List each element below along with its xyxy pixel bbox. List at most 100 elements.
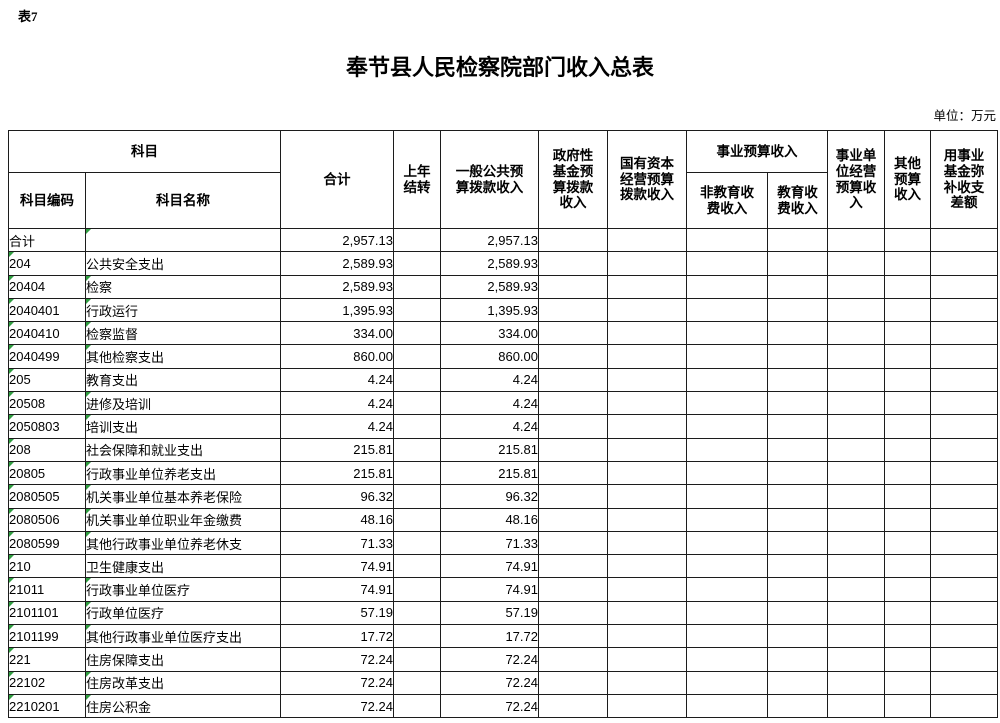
table-body: 合计 2,957.13 2,957.13 204 公共安全支出 2,589.93… — [8, 227, 998, 719]
state-capital-budget-cell — [607, 391, 687, 416]
total-cell: 96.32 — [280, 484, 394, 509]
text-format-marker-icon — [9, 555, 14, 561]
subject-name-text: 行政单位医疗 — [86, 606, 165, 622]
fund-balance-cell — [930, 577, 998, 602]
gov-fund-budget-cell — [538, 624, 608, 649]
carryover-cell — [393, 577, 441, 602]
subject-code-cell: 2050803 — [8, 414, 86, 439]
gov-fund-budget-cell — [538, 484, 608, 509]
subject-name-text: 行政事业单位医疗 — [86, 583, 191, 599]
table-row: 20805 行政事业单位养老支出 215.81 215.81 — [8, 460, 998, 486]
edu-fee-cell — [767, 414, 828, 439]
general-public-budget-cell: 215.81 — [440, 437, 539, 462]
text-format-marker-icon — [86, 415, 91, 421]
other-budget-cell — [884, 577, 931, 602]
non-edu-fee-cell — [686, 693, 768, 719]
carryover-cell — [393, 321, 441, 346]
subject-name-text: 社会保障和就业支出 — [86, 443, 204, 459]
business-operation-budget-cell — [827, 507, 885, 532]
total-cell: 72.24 — [280, 670, 394, 695]
business-operation-budget-cell — [827, 693, 885, 719]
non-edu-fee-cell — [686, 227, 768, 253]
subject-code-text: 合计 — [9, 233, 36, 249]
subject-name-cell: 机关事业单位职业年金缴费 — [85, 507, 281, 532]
carryover-cell — [393, 274, 441, 299]
edu-fee-cell — [767, 251, 828, 276]
unit-note: 单位：万元 — [933, 109, 996, 123]
general-public-budget-cell: 2,957.13 — [440, 227, 539, 253]
subject-code-cell: 2040410 — [8, 321, 86, 346]
business-operation-budget-cell — [827, 577, 885, 602]
state-capital-budget-cell — [607, 647, 687, 672]
subject-name-cell: 卫生健康支出 — [85, 554, 281, 579]
non-edu-fee-cell — [686, 530, 768, 556]
non-edu-fee-cell — [686, 624, 768, 649]
table-row: 2101101 行政单位医疗 57.19 57.19 — [8, 600, 998, 626]
text-format-marker-icon — [9, 439, 14, 444]
subject-name-text: 机关事业单位职业年金缴费 — [86, 513, 243, 529]
state-capital-budget-cell — [607, 600, 687, 626]
total-cell: 2,589.93 — [280, 251, 394, 276]
subject-code-cell: 210 — [8, 554, 86, 579]
other-budget-cell — [884, 624, 931, 649]
text-format-marker-icon — [86, 322, 91, 328]
total-cell: 4.24 — [280, 391, 394, 416]
budget-table: 科目 合计 上年 结转 一般公共预 算拨款收入 政府性 基金预 算拨款 收入 国… — [8, 130, 998, 719]
text-format-marker-icon — [86, 276, 91, 281]
table-row: 20404 检察 2,589.93 2,589.93 — [8, 274, 998, 299]
edu-fee-cell — [767, 507, 828, 532]
other-budget-cell — [884, 391, 931, 416]
table-row: 2040410 检察监督 334.00 334.00 — [8, 321, 998, 346]
gov-fund-budget-cell — [538, 274, 608, 299]
fund-balance-cell — [930, 391, 998, 416]
edu-fee-cell — [767, 484, 828, 509]
general-public-budget-cell: 72.24 — [440, 693, 539, 719]
gov-fund-budget-cell — [538, 227, 608, 253]
general-public-budget-cell: 4.24 — [440, 367, 539, 393]
state-capital-budget-cell — [607, 460, 687, 486]
subject-code-cell: 2040499 — [8, 344, 86, 369]
total-cell: 334.00 — [280, 321, 394, 346]
non-edu-fee-cell — [686, 321, 768, 346]
other-budget-cell — [884, 484, 931, 509]
general-public-budget-cell: 72.24 — [440, 647, 539, 672]
state-capital-budget-cell — [607, 624, 687, 649]
carryover-cell — [393, 414, 441, 439]
fund-balance-cell — [930, 507, 998, 532]
text-format-marker-icon — [9, 276, 14, 281]
business-operation-budget-cell — [827, 624, 885, 649]
edu-fee-cell — [767, 600, 828, 626]
table-row: 205 教育支出 4.24 4.24 — [8, 367, 998, 393]
state-capital-budget-cell — [607, 530, 687, 556]
total-cell: 215.81 — [280, 437, 394, 462]
state-capital-budget-cell — [607, 414, 687, 439]
subject-code-cell: 221 — [8, 647, 86, 672]
other-budget-cell — [884, 647, 931, 672]
business-operation-budget-cell — [827, 554, 885, 579]
table-row: 221 住房保障支出 72.24 72.24 — [8, 647, 998, 672]
subject-name-text: 机关事业单位基本养老保险 — [86, 489, 243, 505]
subject-name-cell: 其他行政事业单位医疗支出 — [85, 624, 281, 649]
subject-name-text: 住房改革支出 — [86, 676, 165, 692]
table-header: 科目 合计 上年 结转 一般公共预 算拨款收入 政府性 基金预 算拨款 收入 国… — [8, 130, 998, 229]
business-operation-budget-cell — [827, 670, 885, 695]
carryover-cell — [393, 670, 441, 695]
carryover-cell — [393, 554, 441, 579]
business-operation-budget-cell — [827, 251, 885, 276]
subject-code-cell: 205 — [8, 367, 86, 393]
gov-fund-budget-cell — [538, 367, 608, 393]
total-cell: 74.91 — [280, 554, 394, 579]
subject-name-cell: 社会保障和就业支出 — [85, 437, 281, 462]
subject-name-cell: 机关事业单位基本养老保险 — [85, 484, 281, 509]
general-public-budget-cell: 4.24 — [440, 391, 539, 416]
fund-balance-cell — [930, 297, 998, 323]
subject-code-text: 20404 — [9, 279, 46, 295]
other-budget-cell — [884, 367, 931, 393]
subject-code-text: 2040401 — [9, 302, 60, 318]
general-public-budget-cell: 96.32 — [440, 484, 539, 509]
non-edu-fee-cell — [686, 414, 768, 439]
fund-balance-cell — [930, 624, 998, 649]
fund-balance-cell — [930, 367, 998, 393]
subject-code-cell: 208 — [8, 437, 86, 462]
general-public-budget-cell: 2,589.93 — [440, 251, 539, 276]
